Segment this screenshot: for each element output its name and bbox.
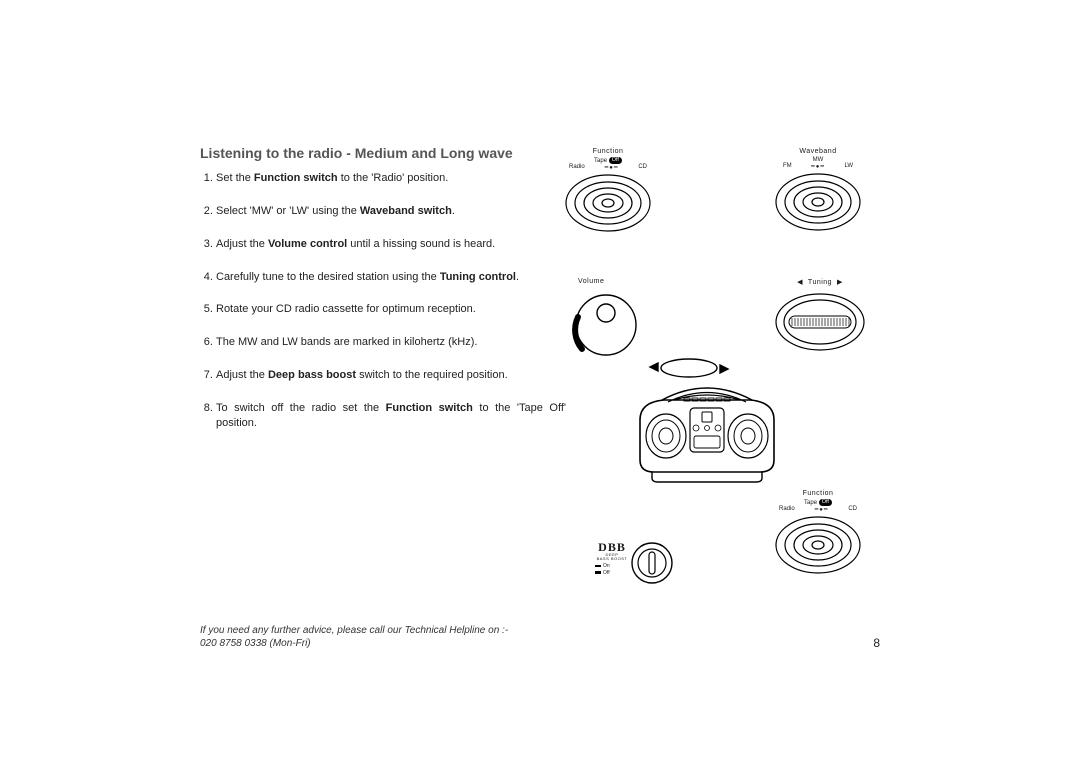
instruction-step: Adjust the Volume control until a hissin… [216,237,566,252]
function-knob-diagram: Function Tape Off Radio ━●━ CD [563,148,653,235]
oval-knob-icon [563,171,653,235]
instruction-list: Set the Function switch to the 'Radio' p… [200,171,566,431]
volume-label: Volume [570,278,650,285]
function-label-2: Function [773,490,863,497]
instruction-step: Rotate your CD radio cassette for optimu… [216,302,566,317]
off-pill: Off [609,157,622,164]
dbb-onoff: On Off [595,563,629,577]
oval-knob-icon [773,513,863,577]
waveband-scale: FM ━●━ LW [773,163,863,170]
instruction-step: Select 'MW' or 'LW' using the Waveband s… [216,204,566,219]
round-switch-icon [629,540,675,586]
boombox-icon [622,350,792,490]
instruction-step: The MW and LW bands are marked in kilohe… [216,335,566,350]
oval-knob-icon [773,170,863,234]
function-scale: Radio ━●━ CD [563,164,653,171]
function-knob-bottom-diagram: Function Tape Off Radio ━●━ CD [773,490,863,577]
tuning-dial-icon [773,290,867,354]
page-number: 8 [873,636,880,650]
boombox-diagram [622,350,792,490]
dbb-label-block: DBB DEEP BASS BOOST On Off [595,540,629,577]
instruction-step: Adjust the Deep bass boost switch to the… [216,368,566,383]
tuning-label: ◀ Tuning ▶ [773,278,867,286]
function-sub-2: Tape Off [773,499,863,506]
instruction-step: Carefully tune to the desired station us… [216,270,566,285]
volume-knob-diagram: Volume [570,278,650,361]
waveband-knob-diagram: Waveband MW FM ━●━ LW [773,148,863,234]
instruction-step: To switch off the radio set the Function… [216,401,566,431]
tuning-dial-diagram: ◀ Tuning ▶ [773,278,867,354]
off-pill-2: Off [819,499,832,506]
waveband-label: Waveband [773,148,863,155]
function-label: Function [563,148,653,155]
function-scale-2: Radio ━●━ CD [773,506,863,513]
helpline-text: If you need any further advice, please c… [200,624,508,650]
manual-page: Listening to the radio - Medium and Long… [0,0,1080,763]
dbb-switch-diagram: DBB DEEP BASS BOOST On Off [595,540,685,586]
instruction-step: Set the Function switch to the 'Radio' p… [216,171,566,186]
function-sub: Tape Off [563,157,653,164]
